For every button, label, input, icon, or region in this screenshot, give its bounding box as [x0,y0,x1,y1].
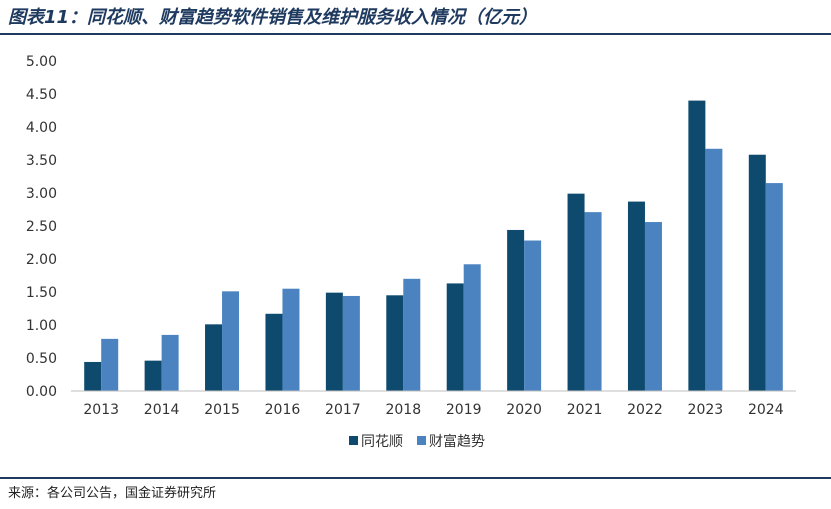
footer-divider [0,477,831,479]
y-tick-label: 0.00 [26,384,57,400]
revenue-bar-chart: 0.00 0.50 1.00 1.50 2.00 2.50 3.00 3.50 4.00 4.50… [26,54,796,450]
bar-tonghuashun-2020 [507,229,525,391]
x-tick-label: 2017 [325,402,361,418]
bar-tonghuashun-2021 [567,193,585,391]
y-tick-label: 1.50 [26,285,57,301]
source-note: 来源：各公司公告，国金证券研究所 [8,486,217,501]
bar-tonghuashun-2024 [748,154,766,391]
legend-swatch [349,436,358,445]
x-tick-label: 2013 [83,402,119,418]
x-axis-tick-labels: 2013 2014 2015 2016 2017 2018 2019 2020 2021 2022… [83,402,783,418]
x-tick-label: 2023 [688,402,724,418]
y-tick-label: 2.50 [26,219,57,235]
bar-caifuqushi-2023 [705,148,723,391]
y-tick-label: 5.00 [26,54,57,70]
chart-legend: 同花顺 财富趋势 [349,433,485,450]
y-tick-label: 3.00 [26,186,57,202]
bar-tonghuashun-2013 [84,361,102,391]
x-tick-label: 2014 [144,402,180,418]
bar-tonghuashun-2016 [265,313,283,391]
bar-tonghuashun-2022 [627,201,645,391]
x-tick-label: 2021 [567,402,603,418]
bar-tonghuashun-2014 [144,360,162,391]
x-tick-label: 2020 [506,402,542,418]
title-divider [0,33,831,35]
bar-series [84,100,783,391]
x-tick-label: 2022 [627,402,663,418]
bar-caifuqushi-2019 [463,264,481,391]
x-tick-label: 2018 [385,402,421,418]
bar-tonghuashun-2018 [386,295,404,391]
x-tick-label: 2016 [265,402,301,418]
bar-tonghuashun-2017 [325,292,343,391]
y-tick-label: 4.00 [26,120,57,136]
legend-swatch [417,436,426,445]
bar-caifuqushi-2014 [161,334,179,391]
bar-caifuqushi-2018 [403,278,421,391]
legend-label: 财富趋势 [429,433,485,450]
bar-caifuqushi-2022 [644,222,662,391]
bar-caifuqushi-2017 [342,295,360,391]
legend-label: 同花顺 [361,434,403,450]
bar-caifuqushi-2013 [101,338,119,391]
y-tick-label: 1.00 [26,318,57,334]
bar-caifuqushi-2021 [584,212,602,391]
bar-tonghuashun-2015 [205,324,223,391]
bar-caifuqushi-2020 [524,240,542,391]
y-tick-label: 4.50 [26,87,57,103]
x-tick-label: 2019 [446,402,482,418]
x-tick-label: 2015 [204,402,240,418]
x-tick-label: 2024 [748,402,784,418]
bar-caifuqushi-2024 [765,183,783,391]
chart-title: 图表11：同花顺、财富趋势软件销售及维护服务收入情况（亿元） [8,7,538,28]
y-tick-label: 0.50 [26,351,57,367]
bar-tonghuashun-2023 [688,100,706,391]
y-tick-label: 2.00 [26,252,57,268]
bar-caifuqushi-2016 [282,288,300,391]
y-tick-label: 3.50 [26,153,57,169]
bar-tonghuashun-2019 [446,283,464,391]
y-axis-tick-labels: 0.00 0.50 1.00 1.50 2.00 2.50 3.00 3.50 4.00 4.50… [26,54,57,400]
bar-caifuqushi-2015 [222,291,240,391]
